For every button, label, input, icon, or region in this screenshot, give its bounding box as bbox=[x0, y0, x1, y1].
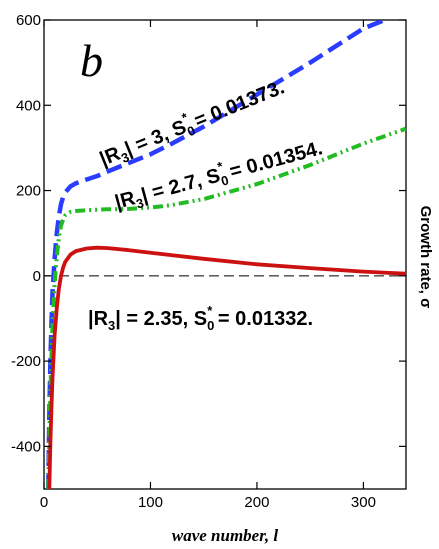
panel-label: b bbox=[80, 35, 103, 86]
series-line-3 bbox=[47, 245, 406, 489]
y-axis-title: Growth rate, σ bbox=[417, 206, 434, 309]
series-line-2 bbox=[46, 126, 406, 489]
x-tick-label: 100 bbox=[138, 494, 163, 511]
y-tick-label: 200 bbox=[16, 183, 41, 200]
y-tick-label: -200 bbox=[11, 353, 41, 370]
y-tick-label: 400 bbox=[16, 97, 41, 114]
series-line-1 bbox=[46, 20, 386, 489]
x-tick-label: 300 bbox=[351, 494, 376, 511]
y-tick-label: 600 bbox=[16, 12, 41, 29]
x-tick-label: 200 bbox=[244, 494, 269, 511]
y-tick-label: -400 bbox=[11, 438, 41, 455]
x-tick-label: 0 bbox=[40, 494, 48, 511]
series-label-3: |R3| = 2.35, S0* = 0.01332. bbox=[88, 303, 313, 333]
y-tick-label: 0 bbox=[33, 268, 41, 285]
plot-frame bbox=[43, 19, 407, 490]
x-axis-title: wave number, l bbox=[172, 526, 279, 545]
